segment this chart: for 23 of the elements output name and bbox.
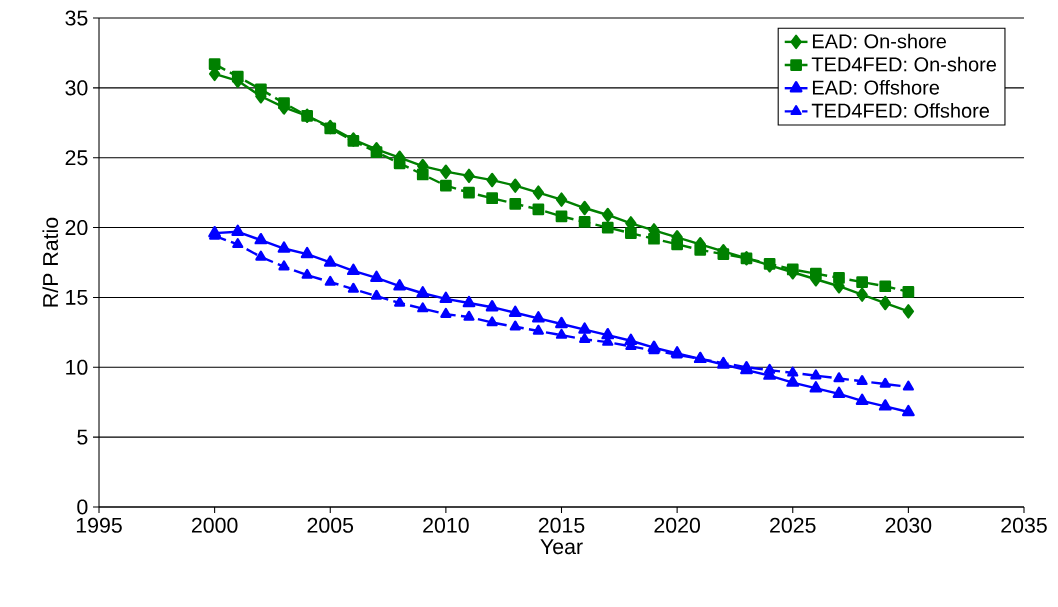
legend-label: TED4FED: On-shore: [811, 56, 997, 72]
y-tick-label: 15: [66, 289, 88, 305]
legend-label: EAD: On-shore: [812, 33, 947, 49]
x-tick-label: 2015: [538, 517, 585, 533]
y-tick-label: 35: [65, 10, 88, 26]
y-tick-label: 20: [65, 220, 88, 236]
x-tick-label: 1995: [76, 517, 122, 533]
legend-label: EAD: Offshore: [812, 79, 940, 95]
x-tick-label: 2035: [1001, 517, 1047, 533]
x-tick-label: 2010: [423, 517, 469, 533]
x-tick-label: 2005: [307, 517, 354, 533]
y-tick-label: 0: [77, 499, 88, 515]
x-tick-label: 2030: [885, 517, 932, 533]
legend-label: TED4FED: Offshore: [811, 103, 990, 118]
x-tick-label: 2020: [654, 517, 700, 533]
x-axis-title: Year: [540, 539, 583, 555]
y-tick-label: 30: [65, 80, 88, 96]
y-tick-label: 10: [66, 359, 88, 375]
x-tick-label: 2025: [770, 517, 816, 533]
y-tick-label: 5: [77, 429, 88, 445]
x-tick-label: 2000: [191, 517, 238, 533]
y-axis-title: R/P Ratio: [42, 217, 59, 307]
y-tick-label: 25: [65, 150, 88, 166]
